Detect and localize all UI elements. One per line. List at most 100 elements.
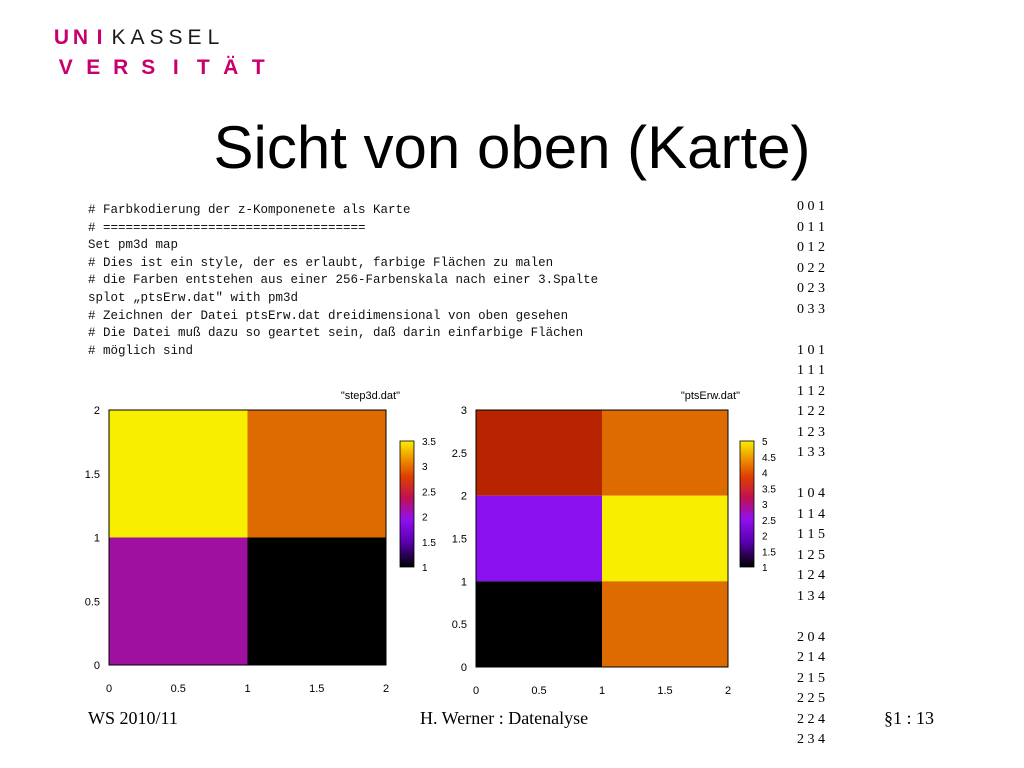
data-row: 1 2 4	[797, 568, 825, 583]
data-row: 1 2 2	[797, 404, 825, 419]
logo-row-1: U N I K A S S E L	[52, 26, 272, 50]
heatmap-cell	[602, 410, 728, 496]
logo-letter: U	[53, 26, 70, 49]
logo-letter: E	[86, 56, 101, 79]
logo-letter: S	[141, 56, 156, 79]
x-tick-label: 0.5	[171, 683, 186, 695]
footer-author: H. Werner : Datenalyse	[420, 708, 589, 728]
data-row: 1 0 1	[797, 342, 825, 358]
data-row: 1 0 4	[797, 486, 825, 501]
data-row: 0 3 3	[797, 301, 825, 317]
logo-letter: E	[187, 26, 202, 49]
data-row: 0 1 2	[797, 240, 825, 255]
logo-letter: S	[149, 26, 164, 49]
x-tick-label: 1.5	[309, 683, 324, 695]
data-row: 0 2 2	[797, 260, 825, 276]
slide-title: Sicht von oben (Karte)	[213, 114, 811, 181]
heatmap-cell	[109, 537, 248, 665]
data-row: 0 1 1	[797, 219, 825, 235]
logo-letter: L	[207, 26, 220, 49]
colorbar-tick-label: 4.5	[762, 453, 776, 464]
data-row: 2 2 4	[797, 711, 825, 727]
colorbar-tick-label: 2	[422, 513, 428, 524]
colorbar-tick-label: 5	[762, 437, 768, 448]
colorbar-tick-label: 2.5	[762, 516, 776, 527]
logo-letter: N	[72, 26, 89, 49]
heatmap-cell	[602, 581, 728, 667]
logo-letter: A	[130, 26, 145, 49]
colorbar-tick-label: 2	[762, 532, 768, 543]
x-tick-label: 1	[599, 685, 605, 697]
footer-page-number: §1 : 13	[884, 708, 935, 728]
data-column: 0 0 1 0 1 1 0 1 2 0 2 2 0 2 3 0 3 3 1 0 1 1 1 1…	[797, 197, 857, 751]
data-row: 1 1 5	[797, 527, 825, 542]
heatmap-cell	[602, 495, 728, 582]
x-tick-label: 2	[725, 685, 731, 697]
plot-title: "ptsErw.dat"	[681, 390, 740, 402]
y-tick-label: 2	[94, 405, 100, 417]
data-row: 2 1 5	[797, 670, 825, 686]
y-tick-label: 1.5	[452, 534, 467, 546]
plot-border	[108, 409, 387, 666]
heatmap-cell	[476, 581, 602, 667]
plot-title: "step3d.dat"	[341, 390, 400, 402]
data-row: 1 3 3	[797, 445, 825, 460]
y-tick-label: 0.5	[452, 619, 467, 631]
data-row: 1 3 4	[797, 588, 825, 604]
code-block: # Farbkodierung der z-Komponenete als Ka…	[88, 202, 688, 360]
data-row: 2 1 4	[797, 650, 825, 665]
y-tick-label: 0	[461, 662, 467, 674]
logo-letter: I	[96, 26, 103, 49]
y-tick-label: 0.5	[85, 596, 100, 608]
y-tick-label: 0	[94, 660, 100, 672]
code-line: splot „ptsErw.dat" with pm3d	[88, 290, 299, 305]
colorbar-tick-label: 4	[762, 469, 768, 480]
data-row: 2 2 5	[797, 691, 825, 706]
colorbar-tick-label: 3.5	[422, 437, 436, 448]
footer-semester: WS 2010/11	[88, 708, 178, 728]
data-row: 1 1 2	[797, 383, 825, 399]
logo-letter: R	[113, 56, 129, 79]
colorbar-tick-label: 1	[422, 563, 428, 574]
x-tick-label: 1.5	[657, 685, 672, 697]
code-line: # Die Datei muß dazu so geartet sein, da…	[88, 326, 584, 341]
code-line: # ===================================	[88, 220, 366, 235]
logo-row-2: V E R S I T Ä T	[52, 56, 272, 80]
y-tick-label: 1	[94, 533, 100, 545]
code-line: # Zeichnen der Datei ptsErw.dat dreidime…	[88, 308, 569, 323]
x-tick-label: 2	[383, 683, 389, 695]
data-row: 1 1 4	[797, 506, 825, 522]
code-line: # möglich sind	[88, 343, 194, 358]
colorbar	[399, 440, 415, 568]
colorbar	[739, 440, 755, 568]
data-row: 1 2 5	[797, 547, 825, 563]
colorbar-tick-label: 1.5	[762, 547, 776, 558]
data-row: 2 0 4	[797, 629, 825, 645]
y-tick-label: 1.5	[85, 469, 100, 481]
data-row: 2 3 4	[797, 732, 825, 747]
colorbar-tick-label: 3	[762, 500, 768, 511]
y-tick-label: 1	[461, 576, 467, 588]
data-row: 0 0 1	[797, 199, 825, 214]
logo-letter: T	[196, 56, 210, 79]
colorbar-tick-label: 2.5	[422, 487, 436, 498]
code-line: Set pm3d map	[88, 238, 179, 253]
code-line: # Dies ist ein style, der es erlaubt, fa…	[88, 255, 554, 270]
heatmap-cell	[109, 410, 248, 538]
logo-letter: K	[111, 26, 126, 49]
y-tick-label: 2	[461, 491, 467, 503]
x-tick-label: 1	[244, 683, 250, 695]
logo-letter: T	[251, 56, 265, 79]
plot-border	[475, 409, 729, 668]
code-line: # Farbkodierung der z-Komponenete als Ka…	[88, 203, 411, 217]
data-row: 1 1 1	[797, 363, 825, 378]
university-logo: U N I K A S S E L V E R S I T Ä T	[52, 26, 272, 80]
y-tick-label: 2.5	[452, 448, 467, 460]
heatmap-cell	[247, 410, 386, 538]
logo-letter: V	[58, 56, 73, 79]
colorbar-tick-label: 3.5	[762, 484, 776, 495]
y-tick-label: 3	[461, 405, 467, 417]
data-row: 1 2 3	[797, 424, 825, 440]
code-line: # die Farben entstehen aus einer 256-Far…	[88, 273, 599, 288]
